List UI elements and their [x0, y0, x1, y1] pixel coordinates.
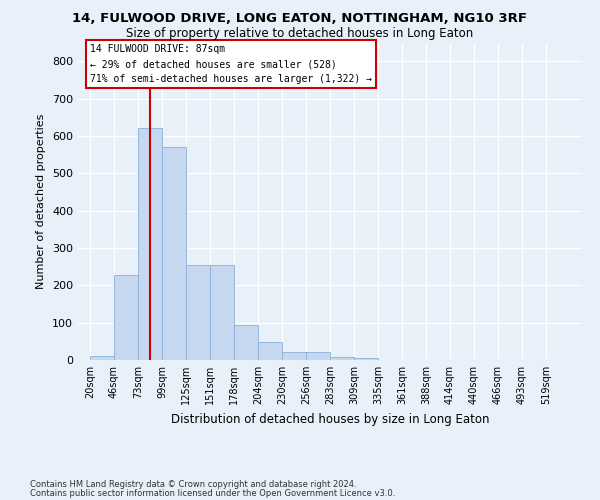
Bar [282, 352, 306, 360]
Bar [234, 324, 258, 360]
Text: 14 FULWOOD DRIVE: 87sqm
← 29% of detached houses are smaller (528)
71% of semi-d: 14 FULWOOD DRIVE: 87sqm ← 29% of detache… [90, 44, 372, 84]
Bar [138, 128, 162, 360]
Text: Contains HM Land Registry data © Crown copyright and database right 2024.: Contains HM Land Registry data © Crown c… [30, 480, 356, 489]
Bar [354, 358, 378, 360]
Bar [258, 342, 282, 360]
X-axis label: Distribution of detached houses by size in Long Eaton: Distribution of detached houses by size … [171, 412, 489, 426]
Bar [90, 356, 114, 360]
Bar [162, 147, 186, 360]
Y-axis label: Number of detached properties: Number of detached properties [37, 114, 46, 289]
Bar [186, 265, 210, 360]
Text: 14, FULWOOD DRIVE, LONG EATON, NOTTINGHAM, NG10 3RF: 14, FULWOOD DRIVE, LONG EATON, NOTTINGHA… [73, 12, 527, 26]
Bar [330, 357, 354, 360]
Bar [114, 275, 138, 360]
Text: Contains public sector information licensed under the Open Government Licence v3: Contains public sector information licen… [30, 488, 395, 498]
Text: Size of property relative to detached houses in Long Eaton: Size of property relative to detached ho… [127, 28, 473, 40]
Bar [210, 265, 234, 360]
Bar [306, 352, 330, 360]
